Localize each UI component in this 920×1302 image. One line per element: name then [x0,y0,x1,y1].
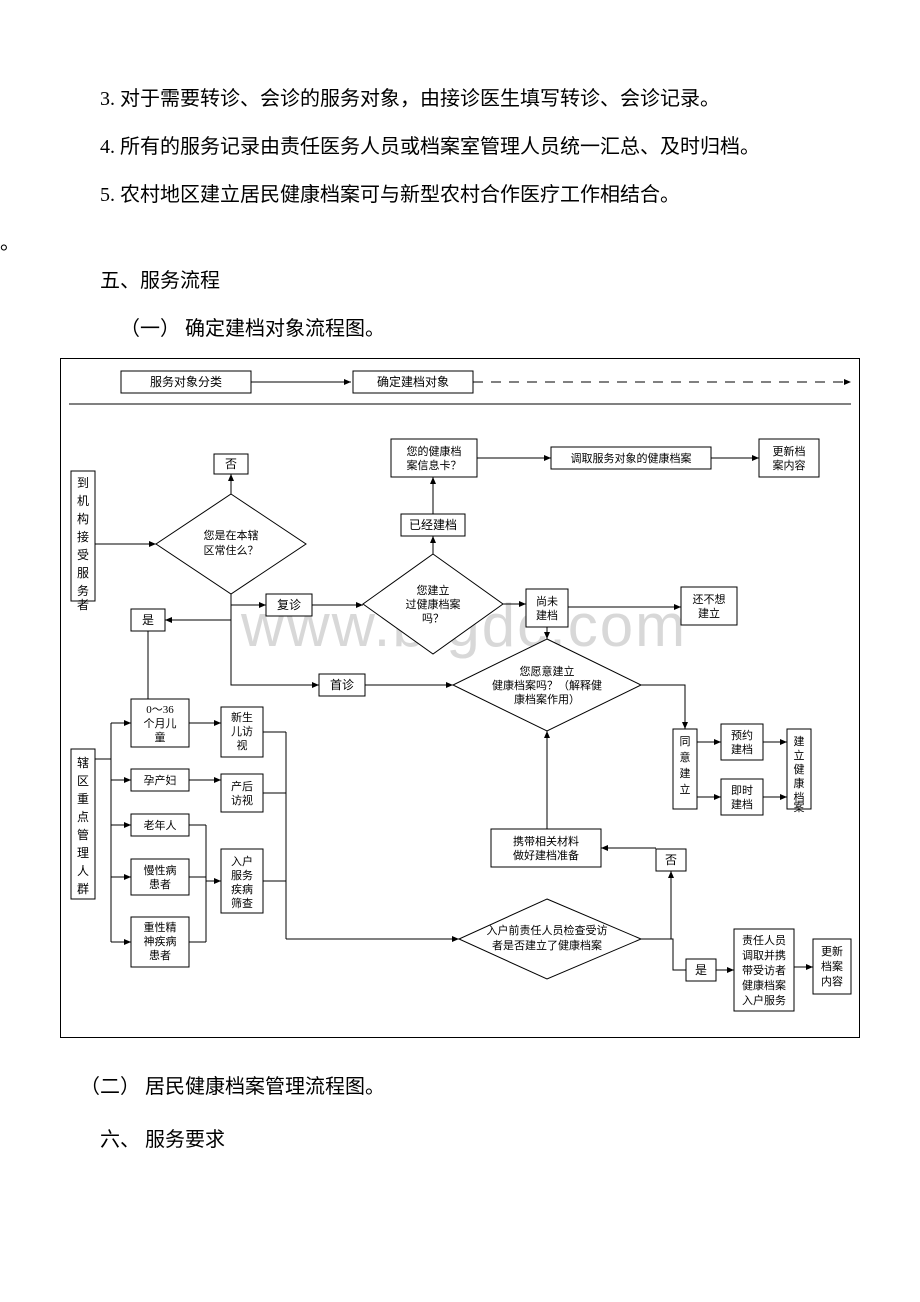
svg-text:访视: 访视 [231,793,253,807]
svg-text:机: 机 [77,494,89,508]
svg-text:立: 立 [794,748,805,762]
svg-text:理: 理 [77,846,89,860]
svg-text:责任人员: 责任人员 [742,934,786,947]
svg-text:入户: 入户 [231,854,253,868]
svg-text:重: 重 [77,792,89,806]
svg-text:携带相关材料: 携带相关材料 [513,834,579,848]
svg-text:接: 接 [77,529,89,544]
svg-text:已经建档: 已经建档 [409,518,457,532]
svg-text:者: 者 [77,598,89,612]
svg-text:复诊: 复诊 [277,598,301,612]
svg-text:您愿意建立: 您愿意建立 [520,664,575,678]
svg-text:案内容: 案内容 [773,458,806,472]
svg-text:儿访: 儿访 [231,725,253,738]
svg-text:神疾病: 神疾病 [144,934,177,948]
svg-text:尚未: 尚未 [536,594,558,608]
heading-5-1: （一） 确定建档对象流程图。 [60,310,860,348]
svg-text:同: 同 [680,736,691,748]
svg-text:吗？: 吗？ [422,612,444,625]
svg-text:患者: 患者 [149,949,171,962]
svg-text:案信息卡？: 案信息卡？ [407,458,462,472]
paragraph-5: 5. 农村地区建立居民健康档案可与新型农村合作医疗工作相结合。 [60,176,860,214]
svg-text:患者: 患者 [149,878,171,891]
svg-text:建: 建 [680,766,691,780]
svg-text:服: 服 [77,566,89,580]
svg-text:案: 案 [794,800,805,814]
svg-text:人: 人 [77,864,89,878]
svg-text:慢性病: 慢性病 [144,863,177,877]
svg-text:筛查: 筛查 [231,896,253,910]
svg-text:视: 视 [237,738,248,752]
svg-text:您是在本辖: 您是在本辖 [204,528,259,542]
svg-text:建档: 建档 [731,797,753,811]
svg-text:过健康档案: 过健康档案 [406,597,461,611]
svg-text:健康档案: 健康档案 [742,978,786,992]
heading-6: 六、 服务要求 [60,1121,860,1159]
svg-text:立: 立 [680,782,691,796]
svg-text:康档案作用）: 康档案作用） [514,692,580,706]
svg-text:个月儿: 个月儿 [144,717,177,730]
heading-5-2: （二） 居民健康档案管理流程图。 [80,1068,860,1106]
svg-text:产后: 产后 [231,779,253,793]
svg-text:是: 是 [695,963,707,977]
svg-text:建: 建 [794,734,805,748]
paragraph-3: 3. 对于需要转诊、会诊的服务对象，由接诊医生填写转诊、会诊记录。 [60,80,860,118]
svg-text:否: 否 [665,853,677,867]
svg-text:到: 到 [77,476,89,490]
svg-text:新生: 新生 [231,710,253,724]
svg-text:区: 区 [77,774,89,788]
svg-text:做好建档准备: 做好建档准备 [513,848,579,862]
svg-text:点: 点 [77,810,89,824]
svg-text:调取服务对象的健康档案: 调取服务对象的健康档案 [571,451,692,465]
heading-5: 五、服务流程 [60,262,860,300]
svg-text:意: 意 [680,750,691,764]
svg-text:建档: 建档 [536,608,558,622]
svg-text:更新档: 更新档 [773,444,806,458]
svg-text:建立: 建立 [698,606,720,620]
svg-text:您建立: 您建立 [417,583,450,597]
svg-text:疾病: 疾病 [231,882,253,896]
svg-text:内容: 内容 [821,974,843,988]
svg-text:更新: 更新 [821,944,843,958]
header-right: 确定建档对象 [377,374,449,389]
svg-text:首诊: 首诊 [330,678,354,692]
svg-text:孕产妇: 孕产妇 [144,773,177,787]
svg-text:者是否建立了健康档案: 者是否建立了健康档案 [492,938,602,952]
svg-text:服务: 服务 [231,869,253,882]
svg-text:档案: 档案 [821,959,843,973]
svg-text:即时: 即时 [731,784,753,797]
svg-text:受: 受 [77,548,89,562]
svg-text:还不想: 还不想 [693,592,726,606]
svg-text:区常住么？: 区常住么？ [204,543,259,557]
svg-text:建档: 建档 [731,742,753,756]
svg-text:入户服务: 入户服务 [742,993,786,1007]
svg-text:康: 康 [794,776,805,790]
svg-text:辖: 辖 [77,755,89,770]
paragraph-4: 4. 所有的服务记录由责任医务人员或档案室管理人员统一汇总、及时归档。 [60,128,860,166]
svg-text:童: 童 [155,730,166,744]
svg-text:健: 健 [794,763,805,776]
flowchart-diagram: www.b gdc.com 服务对象分类 确定建档对象 到 机 构 接 受 服 … [60,358,860,1038]
svg-text:务: 务 [77,583,89,598]
svg-text:重性精: 重性精 [144,920,177,934]
header-left: 服务对象分类 [150,374,222,389]
svg-text:入户前责任人员检查受访: 入户前责任人员检查受访 [487,923,608,937]
svg-text:0～36: 0～36 [146,704,174,716]
svg-text:预约: 预约 [731,729,753,742]
svg-text:老年人: 老年人 [144,818,177,832]
svg-text:带受访者: 带受访者 [742,964,786,977]
svg-text:健康档案吗？（解释健: 健康档案吗？（解释健 [492,678,602,692]
svg-text:您的健康档: 您的健康档 [407,444,462,458]
svg-text:管: 管 [77,827,89,842]
svg-text:群: 群 [77,882,89,896]
svg-text:否: 否 [225,457,237,471]
svg-text:是: 是 [142,613,154,627]
svg-text:构: 构 [77,511,89,526]
svg-text:调取并携: 调取并携 [742,948,786,962]
